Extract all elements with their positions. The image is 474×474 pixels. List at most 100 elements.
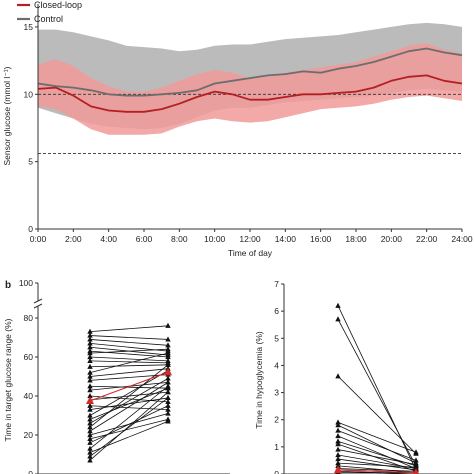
x-tick-label: 20:00 bbox=[381, 234, 403, 244]
axis-break-mark bbox=[33, 298, 43, 304]
pair-marker bbox=[87, 393, 93, 399]
pair-marker bbox=[87, 412, 93, 418]
y-tick-label: 80 bbox=[24, 313, 34, 323]
y-tick-label: 5 bbox=[28, 157, 33, 167]
pair-line bbox=[89, 391, 169, 461]
x-tick-label: 14:00 bbox=[275, 234, 297, 244]
y-tick-label: 20 bbox=[24, 430, 34, 440]
pair-line bbox=[89, 364, 169, 428]
legend: Closed-loop Control bbox=[17, 0, 82, 24]
pair-line bbox=[89, 387, 169, 420]
range-pair-lines bbox=[85, 322, 173, 463]
y-tick-label: 0 bbox=[28, 469, 33, 474]
y-tick-label: 15 bbox=[24, 22, 34, 32]
pair-line bbox=[337, 449, 417, 465]
pair-line bbox=[89, 360, 169, 364]
pair-line bbox=[337, 422, 417, 453]
pair-marker bbox=[87, 453, 93, 459]
pair-line bbox=[89, 378, 169, 424]
x-axis-label: Time of day bbox=[228, 248, 273, 258]
pair-marker bbox=[335, 460, 341, 466]
pair-line bbox=[89, 368, 169, 377]
pair-line bbox=[89, 419, 169, 440]
pair-line bbox=[89, 385, 169, 449]
pair-marker bbox=[87, 328, 93, 334]
pair-marker bbox=[335, 441, 341, 447]
x-tick-label: 24:00 bbox=[451, 234, 473, 244]
y-tick-label: 10 bbox=[24, 89, 34, 99]
pair-marker bbox=[165, 394, 171, 401]
pair-marker bbox=[87, 432, 93, 438]
y-tick-label: 0 bbox=[274, 469, 279, 474]
pair-line bbox=[89, 397, 169, 457]
glucose-chart: 0 5 10 15 0:00 2:00 4:00 6:00 8:00 10:00 12:00 14:… bbox=[2, 0, 473, 258]
pair-marker bbox=[87, 340, 93, 346]
pair-marker bbox=[165, 383, 171, 389]
pair-line bbox=[337, 305, 417, 471]
y-tick-label: 6 bbox=[274, 306, 279, 316]
y-tick-label: 40 bbox=[24, 391, 34, 401]
pair-marker bbox=[165, 398, 171, 404]
pair-marker bbox=[335, 302, 341, 308]
time-in-range-chart: 0 20 40 60 80 100 Time in target glucose rang… bbox=[3, 278, 230, 474]
x-tick-label: 8:00 bbox=[171, 234, 188, 244]
pair-marker bbox=[335, 433, 341, 439]
pair-marker bbox=[87, 420, 93, 426]
control-median-line bbox=[37, 47, 463, 97]
x-tick-label: 16:00 bbox=[310, 234, 332, 244]
x-tick-label: 10:00 bbox=[204, 234, 226, 244]
pair-marker bbox=[165, 354, 171, 360]
pair-marker bbox=[87, 449, 93, 455]
y-tick-label: 7 bbox=[274, 279, 279, 289]
pair-marker bbox=[413, 464, 419, 470]
pair-marker bbox=[87, 369, 93, 375]
pair-marker bbox=[165, 336, 171, 342]
axis-break-mark bbox=[33, 303, 43, 309]
hypo-axes bbox=[283, 284, 472, 474]
pair-line bbox=[89, 356, 169, 362]
pair-marker bbox=[165, 418, 171, 424]
x-tick-label: 6:00 bbox=[136, 234, 153, 244]
pair-line bbox=[337, 468, 417, 472]
pair-line bbox=[337, 458, 417, 471]
pair-line bbox=[89, 370, 169, 416]
pair-marker bbox=[87, 416, 93, 422]
pair-line bbox=[89, 405, 169, 411]
x-tick-label: 22:00 bbox=[416, 234, 438, 244]
legend-label-closed-loop: Closed-loop bbox=[34, 0, 82, 10]
pair-line bbox=[89, 348, 169, 354]
pair-line bbox=[337, 376, 417, 454]
mean-marker bbox=[333, 465, 343, 474]
y-ticks: 0 5 10 15 bbox=[24, 22, 38, 234]
pair-marker bbox=[413, 457, 419, 463]
y-tick-label: 5 bbox=[274, 333, 279, 343]
pair-marker bbox=[165, 410, 171, 416]
pair-line bbox=[89, 364, 169, 368]
mean-marker bbox=[163, 367, 173, 376]
pair-marker bbox=[165, 346, 171, 352]
mean-pair-line bbox=[89, 371, 169, 402]
pair-marker bbox=[87, 435, 93, 441]
pair-line bbox=[337, 435, 417, 469]
median-lines bbox=[37, 47, 463, 113]
mean-marker bbox=[85, 396, 95, 405]
pair-line bbox=[89, 325, 169, 333]
pair-marker bbox=[165, 375, 171, 381]
pair-marker bbox=[413, 449, 419, 455]
pair-line bbox=[89, 339, 169, 346]
pair-marker bbox=[165, 350, 171, 356]
x-tick-label: 12:00 bbox=[239, 234, 261, 244]
x-tick-label: 2:00 bbox=[65, 234, 82, 244]
pair-marker bbox=[87, 354, 93, 360]
y-tick-label: 2 bbox=[274, 415, 279, 425]
legend-label-control: Control bbox=[34, 14, 63, 24]
mean-pair-line bbox=[337, 469, 417, 474]
pair-line bbox=[337, 424, 417, 464]
pair-marker bbox=[335, 446, 341, 452]
pair-marker bbox=[335, 462, 341, 468]
pair-marker bbox=[335, 452, 341, 458]
x-tick-label: 0:00 bbox=[30, 234, 47, 244]
pair-line bbox=[89, 385, 169, 389]
y-tick-label: 60 bbox=[24, 352, 34, 362]
